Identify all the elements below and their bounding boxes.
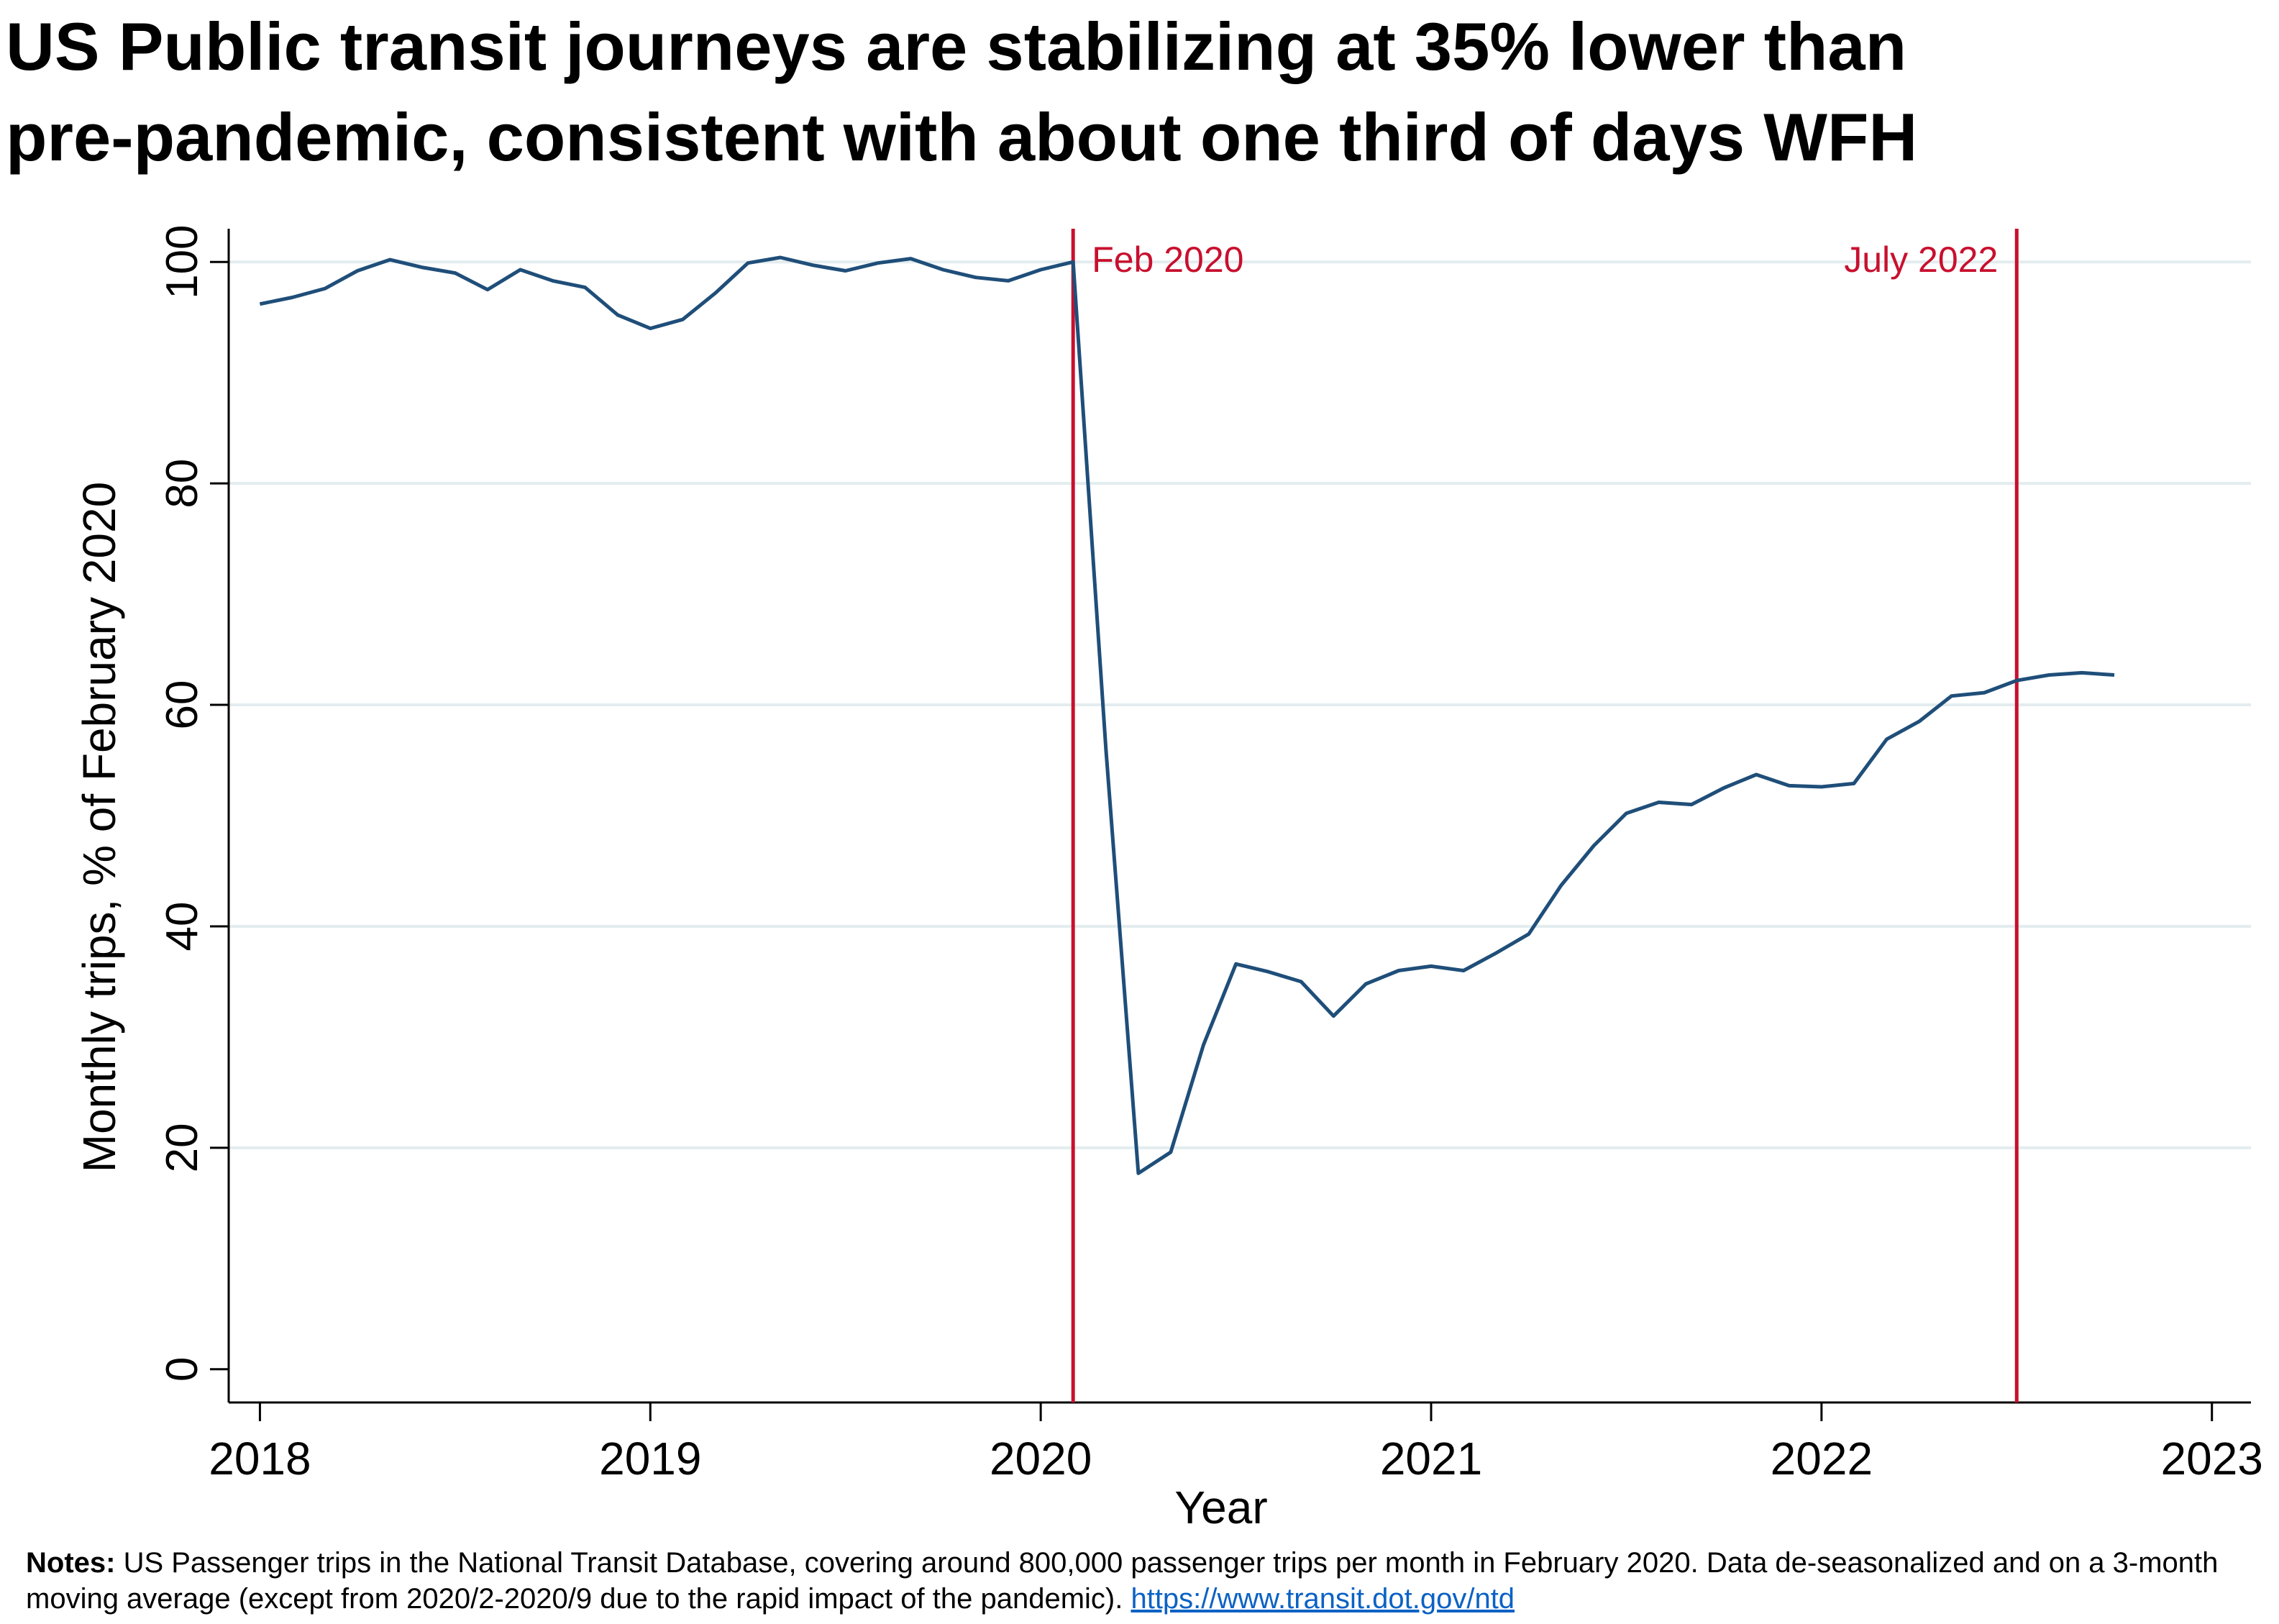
- notes-label: Notes:: [26, 1547, 116, 1579]
- reference-line-label: July 2022: [1844, 240, 1998, 280]
- x-tick-label: 2020: [990, 1433, 1092, 1484]
- y-tick-label: 60: [157, 680, 207, 730]
- reference-line-label: Feb 2020: [1092, 240, 1243, 280]
- notes: Notes: US Passenger trips in the Nationa…: [26, 1545, 2270, 1617]
- y-tick-label: 40: [157, 901, 207, 951]
- x-tick-label: 2023: [2161, 1433, 2263, 1484]
- x-tick-label: 2022: [1771, 1433, 1873, 1484]
- y-tick-label: 0: [157, 1357, 207, 1382]
- gridlines: [229, 260, 2251, 1149]
- source-link[interactable]: https://www.transit.dot.gov/ntd: [1131, 1583, 1515, 1615]
- notes-text: US Passenger trips in the National Trans…: [26, 1547, 2219, 1615]
- chart-title-line-2: pre-pandemic, consistent with about one …: [6, 99, 1918, 175]
- series-line: [259, 255, 2115, 1175]
- line-chart: 0 20 40 60 80 100 2018 2019 2020 2021 2022 2023 Fe…: [73, 224, 2263, 1525]
- x-axis-label: Year: [1174, 1482, 1267, 1525]
- x-ticks: 2018 2019 2020 2021 2022 2023: [209, 1402, 2263, 1484]
- chart-title: US Public transit journeys are stabilizi…: [6, 1, 2271, 183]
- y-tick-label: 20: [157, 1123, 207, 1172]
- axes: [227, 229, 2251, 1404]
- x-tick-label: 2018: [209, 1433, 311, 1484]
- reference-lines: Feb 2020 July 2022: [1071, 229, 2019, 1402]
- x-tick-label: 2019: [599, 1433, 701, 1484]
- x-tick-label: 2021: [1380, 1433, 1482, 1484]
- series-group: [259, 255, 2115, 1175]
- y-tick-label: 80: [157, 459, 207, 508]
- y-ticks: 0 20 40 60 80 100: [157, 224, 229, 1382]
- y-axis-label: Monthly trips, % of February 2020: [73, 482, 125, 1172]
- chart-title-line-1: US Public transit journeys are stabilizi…: [6, 9, 1907, 84]
- y-tick-label: 100: [157, 224, 207, 298]
